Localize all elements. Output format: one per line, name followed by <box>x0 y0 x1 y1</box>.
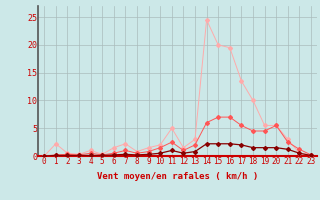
X-axis label: Vent moyen/en rafales ( km/h ): Vent moyen/en rafales ( km/h ) <box>97 172 258 181</box>
